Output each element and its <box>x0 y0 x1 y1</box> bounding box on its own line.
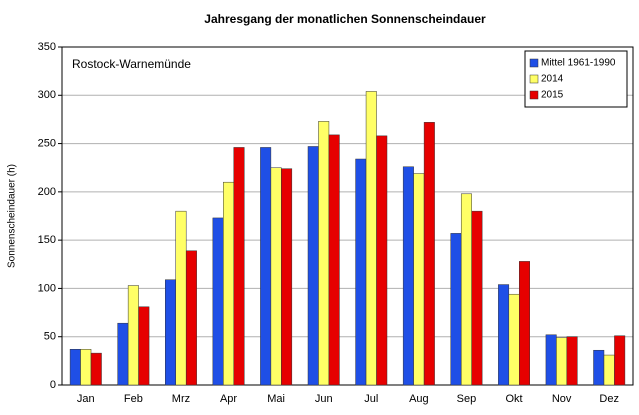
bar <box>223 181 235 386</box>
y-axis-label: Sonnenscheindauer (h) <box>7 164 18 268</box>
bar <box>545 334 557 386</box>
annotation: Rostock-Warnemünde <box>72 57 191 71</box>
x-tick-label: Jul <box>364 393 378 405</box>
bar <box>117 322 129 386</box>
bar <box>508 293 520 386</box>
bar <box>614 335 626 386</box>
x-tick-label: Nov <box>552 393 572 405</box>
bar <box>471 210 483 386</box>
x-tick-label: Mrz <box>172 393 190 405</box>
bar <box>281 168 293 386</box>
bar <box>127 285 139 386</box>
legend-box <box>524 50 628 108</box>
bar <box>402 166 414 386</box>
bar <box>376 135 388 386</box>
plot-frame <box>61 46 634 386</box>
y-tick-label: 100 <box>38 282 56 294</box>
bar <box>566 336 578 386</box>
y-tick-label: 0 <box>50 379 56 391</box>
bar <box>318 121 330 386</box>
y-tick-label: 200 <box>38 186 56 198</box>
bar <box>270 167 282 386</box>
y-tick-label: 350 <box>38 41 56 53</box>
bar <box>423 122 435 386</box>
bar <box>413 173 425 386</box>
bar <box>355 158 367 386</box>
bar <box>212 217 224 386</box>
legend-swatch <box>529 90 539 100</box>
bar <box>185 250 197 386</box>
legend-label: 2014 <box>541 74 564 85</box>
bar <box>307 146 319 386</box>
y-tick-label: 50 <box>44 331 56 343</box>
x-tick-label: Jun <box>315 393 333 405</box>
bar <box>175 210 187 386</box>
bar <box>593 349 605 386</box>
bar <box>90 352 102 386</box>
x-tick-label: Apr <box>220 393 237 405</box>
bar <box>603 354 615 386</box>
x-tick-label: Aug <box>409 393 429 405</box>
legend-swatch <box>529 74 539 84</box>
bar <box>260 147 272 386</box>
legend-swatch <box>529 58 539 68</box>
bar <box>365 91 377 386</box>
bar <box>519 261 530 386</box>
x-tick-label: Sep <box>457 393 477 405</box>
y-tick-label: 150 <box>38 234 56 246</box>
bar <box>328 134 340 386</box>
bar <box>165 279 176 386</box>
bar <box>498 284 510 386</box>
bar <box>450 233 462 386</box>
y-tick-label: 250 <box>38 137 56 149</box>
legend-label: 2015 <box>541 90 564 101</box>
bar <box>138 306 150 386</box>
bar <box>80 349 92 386</box>
x-tick-label: Feb <box>124 393 143 405</box>
x-tick-label: Jan <box>77 393 95 405</box>
bar <box>460 193 472 386</box>
bar <box>69 349 81 386</box>
bar <box>233 147 245 386</box>
x-tick-label: Mai <box>267 393 285 405</box>
chart-title: Jahresgang der monatlichen Sonnenscheind… <box>204 12 486 26</box>
bar <box>556 337 568 386</box>
legend-label: Mittel 1961-1990 <box>541 58 616 69</box>
x-tick-label: Dez <box>599 393 619 405</box>
y-tick-label: 300 <box>38 89 56 101</box>
x-tick-label: Okt <box>505 393 522 405</box>
